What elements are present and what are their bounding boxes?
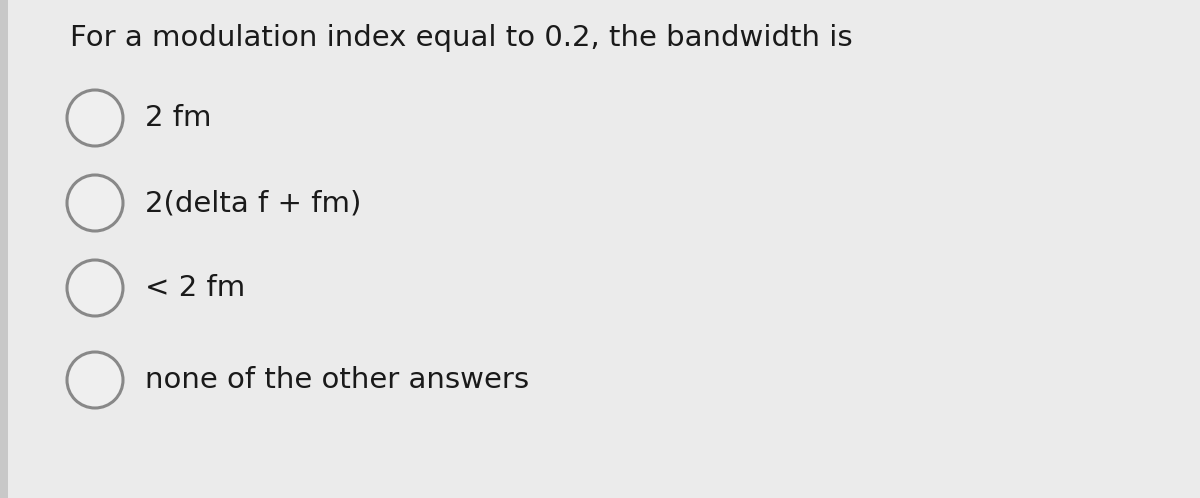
Text: 2 fm: 2 fm — [145, 104, 211, 132]
Text: none of the other answers: none of the other answers — [145, 366, 529, 394]
Ellipse shape — [67, 90, 124, 146]
Text: < 2 fm: < 2 fm — [145, 274, 245, 302]
Bar — [0, 0, 8, 498]
Text: For a modulation index equal to 0.2, the bandwidth is: For a modulation index equal to 0.2, the… — [70, 24, 853, 52]
Text: 2(delta f + fm): 2(delta f + fm) — [145, 189, 361, 217]
Ellipse shape — [67, 260, 124, 316]
Ellipse shape — [67, 175, 124, 231]
Ellipse shape — [67, 352, 124, 408]
